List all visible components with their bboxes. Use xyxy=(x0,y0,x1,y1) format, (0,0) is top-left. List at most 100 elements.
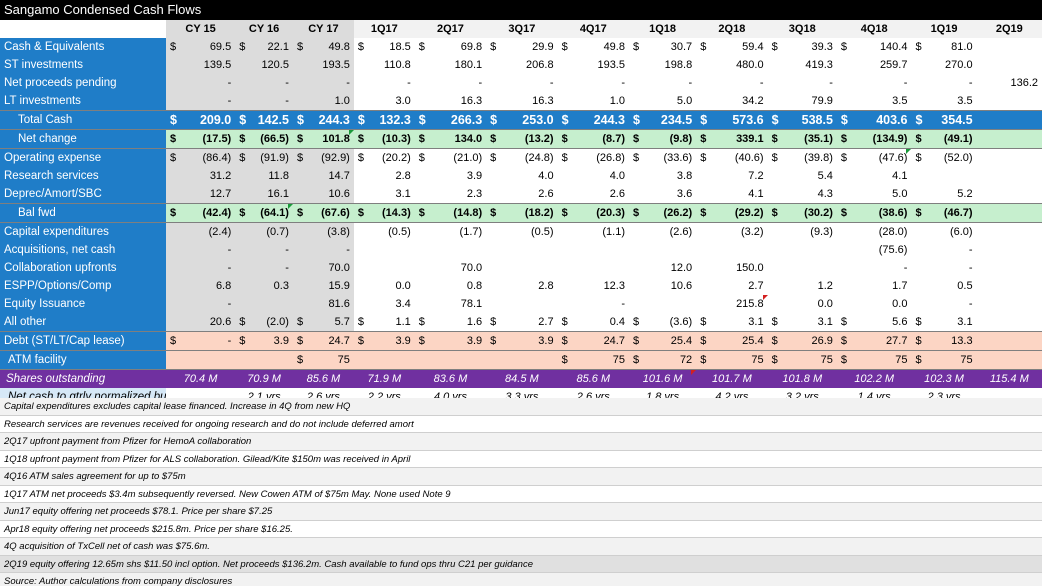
value-cell[interactable]: (33.6) xyxy=(647,148,697,167)
value-cell[interactable]: 209.0 xyxy=(184,110,236,130)
value-cell[interactable] xyxy=(993,313,1042,332)
value-cell[interactable]: 75 xyxy=(715,350,768,370)
value-cell[interactable] xyxy=(993,38,1042,56)
value-cell[interactable]: (29.2) xyxy=(715,203,768,223)
value-cell[interactable]: 3.9 xyxy=(433,167,487,185)
value-cell[interactable]: 3.5 xyxy=(930,92,977,111)
value-cell[interactable]: (14.3) xyxy=(372,203,415,223)
value-cell[interactable]: (42.4) xyxy=(184,203,236,223)
value-cell[interactable]: (3.8) xyxy=(311,222,354,241)
shares-value[interactable]: 115.4 M xyxy=(976,369,1042,388)
value-cell[interactable]: 25.4 xyxy=(715,331,768,351)
value-cell[interactable]: (8.7) xyxy=(576,129,629,149)
value-cell[interactable] xyxy=(786,241,837,259)
value-cell[interactable]: 3.6 xyxy=(647,185,697,204)
value-cell[interactable]: 0.5 xyxy=(930,277,977,295)
value-cell[interactable]: 180.1 xyxy=(433,56,487,74)
value-cell[interactable]: 234.5 xyxy=(647,110,697,130)
value-cell[interactable]: 4.0 xyxy=(576,167,629,185)
value-cell[interactable] xyxy=(993,350,1042,370)
value-cell[interactable]: 3.0 xyxy=(372,92,415,111)
value-cell[interactable]: 20.6 xyxy=(184,313,236,332)
value-cell[interactable]: 354.5 xyxy=(930,110,977,130)
value-cell[interactable] xyxy=(505,350,558,370)
value-cell[interactable]: - xyxy=(254,241,293,259)
value-cell[interactable]: (9.3) xyxy=(786,222,837,241)
value-cell[interactable]: 2.6 xyxy=(576,185,629,204)
value-cell[interactable] xyxy=(576,241,629,259)
shares-value[interactable]: 85.6 M xyxy=(557,369,629,388)
value-cell[interactable]: 1.7 xyxy=(855,277,912,295)
column-header[interactable]: 4Q17 xyxy=(557,20,629,38)
value-cell[interactable]: 139.5 xyxy=(184,56,236,74)
value-cell[interactable]: 6.8 xyxy=(184,277,236,295)
value-cell[interactable]: 206.8 xyxy=(505,56,558,74)
value-cell[interactable]: 3.9 xyxy=(372,331,415,351)
value-cell[interactable]: 24.7 xyxy=(576,331,629,351)
value-cell[interactable]: 1.1 xyxy=(372,313,415,332)
value-cell[interactable]: 5.0 xyxy=(647,92,697,111)
value-cell[interactable]: 2.8 xyxy=(505,277,558,295)
value-cell[interactable] xyxy=(372,259,415,277)
value-cell[interactable]: 573.6 xyxy=(715,110,768,130)
value-cell[interactable]: 101.8 xyxy=(311,129,354,149)
value-cell[interactable]: (26.8) xyxy=(576,148,629,167)
value-cell[interactable] xyxy=(647,295,697,313)
value-cell[interactable]: (0.5) xyxy=(505,222,558,241)
value-cell[interactable]: 72 xyxy=(647,350,697,370)
value-cell[interactable] xyxy=(993,185,1042,204)
value-cell[interactable]: - xyxy=(311,74,354,92)
value-cell[interactable]: (35.1) xyxy=(786,129,837,149)
value-cell[interactable]: - xyxy=(930,259,977,277)
value-cell[interactable]: 136.2 xyxy=(993,74,1042,92)
shares-value[interactable]: 70.4 M xyxy=(165,369,236,388)
value-cell[interactable]: 12.0 xyxy=(647,259,697,277)
value-cell[interactable]: 259.7 xyxy=(855,56,912,74)
value-cell[interactable]: (20.3) xyxy=(576,203,629,223)
value-cell[interactable]: 75 xyxy=(311,350,354,370)
value-cell[interactable]: 14.7 xyxy=(311,167,354,185)
value-cell[interactable]: 16.3 xyxy=(505,92,558,111)
value-cell[interactable]: 193.5 xyxy=(311,56,354,74)
shares-value[interactable]: 83.6 M xyxy=(414,369,487,388)
value-cell[interactable]: 29.9 xyxy=(505,38,558,56)
value-cell[interactable]: (9.8) xyxy=(647,129,697,149)
value-cell[interactable]: (1.1) xyxy=(576,222,629,241)
value-cell[interactable]: 75 xyxy=(855,350,912,370)
value-cell[interactable]: (2.0) xyxy=(254,313,293,332)
value-cell[interactable]: 70.0 xyxy=(433,259,487,277)
value-cell[interactable]: 244.3 xyxy=(576,110,629,130)
value-cell[interactable] xyxy=(930,167,977,185)
value-cell[interactable] xyxy=(505,259,558,277)
value-cell[interactable]: 1.0 xyxy=(576,92,629,111)
value-cell[interactable]: 2.7 xyxy=(715,277,768,295)
value-cell[interactable]: (86.4) xyxy=(184,148,236,167)
value-cell[interactable]: 0.0 xyxy=(786,295,837,313)
value-cell[interactable] xyxy=(993,92,1042,111)
value-cell[interactable] xyxy=(647,241,697,259)
value-cell[interactable]: 11.8 xyxy=(254,167,293,185)
value-cell[interactable]: - xyxy=(930,295,977,313)
value-cell[interactable]: 403.6 xyxy=(855,110,912,130)
value-cell[interactable]: (3.2) xyxy=(715,222,768,241)
value-cell[interactable]: - xyxy=(254,74,293,92)
value-cell[interactable]: 266.3 xyxy=(433,110,487,130)
value-cell[interactable]: 81.6 xyxy=(311,295,354,313)
value-cell[interactable] xyxy=(993,203,1042,223)
value-cell[interactable]: (49.1) xyxy=(930,129,977,149)
value-cell[interactable] xyxy=(993,259,1042,277)
value-cell[interactable]: (28.0) xyxy=(855,222,912,241)
value-cell[interactable]: - xyxy=(184,331,236,351)
value-cell[interactable]: 2.7 xyxy=(505,313,558,332)
value-cell[interactable]: 339.1 xyxy=(715,129,768,149)
value-cell[interactable] xyxy=(576,259,629,277)
value-cell[interactable]: 31.2 xyxy=(184,167,236,185)
value-cell[interactable]: 22.1 xyxy=(254,38,293,56)
comment-marker-icon[interactable] xyxy=(348,130,354,135)
value-cell[interactable]: (38.6) xyxy=(855,203,912,223)
value-cell[interactable]: - xyxy=(372,74,415,92)
value-cell[interactable]: 15.9 xyxy=(311,277,354,295)
value-cell[interactable] xyxy=(254,295,293,313)
value-cell[interactable]: (3.6) xyxy=(647,313,697,332)
value-cell[interactable] xyxy=(505,295,558,313)
